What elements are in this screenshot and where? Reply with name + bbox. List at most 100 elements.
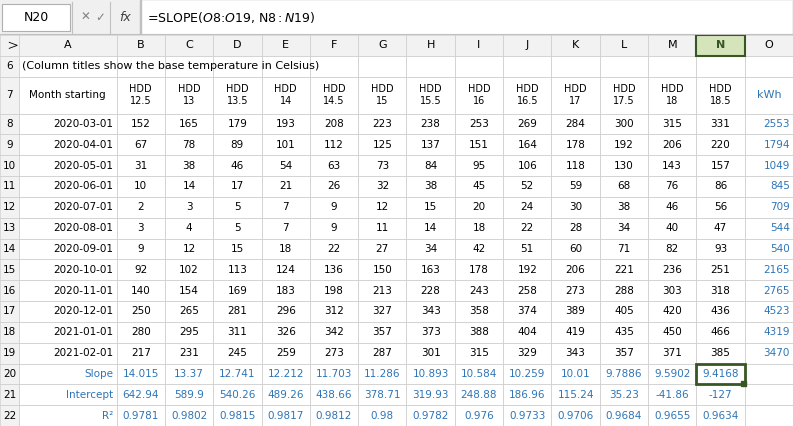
Text: 10: 10 [3,161,16,171]
Bar [696,280,745,301]
Bar [503,135,551,155]
Text: 2020-04-01: 2020-04-01 [54,140,113,150]
Text: 213: 213 [373,285,393,296]
Text: 165: 165 [179,119,199,129]
Bar [0,77,19,114]
Bar [455,405,503,426]
Bar [551,322,600,343]
Text: 84: 84 [424,161,437,171]
Bar [551,218,600,239]
Text: 46: 46 [665,202,679,212]
Text: ✕: ✕ [80,11,90,24]
Text: 169: 169 [228,285,247,296]
Text: 11: 11 [376,223,389,233]
Text: 489.26: 489.26 [267,390,304,400]
Text: C: C [186,40,193,50]
Bar [455,301,503,322]
Bar [696,363,745,384]
Bar [213,77,262,114]
Bar [648,301,696,322]
Text: 0.9815: 0.9815 [219,411,255,420]
Bar [407,322,455,343]
Text: 2020-03-01: 2020-03-01 [54,119,113,129]
Bar [696,301,745,322]
Bar [600,322,648,343]
Text: 300: 300 [614,119,634,129]
Text: 198: 198 [324,285,344,296]
Bar [600,343,648,363]
Text: 2165: 2165 [764,265,790,275]
Bar [648,239,696,259]
Text: H: H [427,40,435,50]
Bar [213,384,262,405]
Text: 186.96: 186.96 [509,390,546,400]
Bar [551,239,600,259]
Text: 404: 404 [517,327,537,337]
Bar [745,343,793,363]
Text: 206: 206 [662,140,682,150]
Text: 1794: 1794 [764,140,790,150]
Bar [213,343,262,363]
Text: 6: 6 [6,61,13,71]
Bar [551,384,600,405]
Text: -41.86: -41.86 [655,390,689,400]
Bar [19,56,117,77]
Text: 9: 9 [331,202,337,212]
Text: 9.5902: 9.5902 [654,369,691,379]
Bar [262,239,310,259]
Bar [117,239,165,259]
Text: 540.26: 540.26 [219,390,255,400]
Bar [455,363,503,384]
Text: 164: 164 [517,140,537,150]
Text: 295: 295 [179,327,199,337]
Bar [310,114,358,135]
Bar [455,155,503,176]
Text: 63: 63 [328,161,341,171]
Bar [503,56,551,77]
Text: O: O [764,40,773,50]
Text: 140: 140 [131,285,151,296]
Text: HDD
18: HDD 18 [661,84,684,106]
Text: 385: 385 [711,348,730,358]
Bar [310,197,358,218]
Bar [745,405,793,426]
Text: 125: 125 [373,140,393,150]
Text: 7: 7 [282,202,289,212]
Text: 179: 179 [228,119,247,129]
Text: 0.9802: 0.9802 [171,411,207,420]
Bar [503,239,551,259]
Text: 438.66: 438.66 [316,390,352,400]
Bar [358,155,407,176]
Bar [213,114,262,135]
Text: 14: 14 [3,244,16,254]
Bar [0,301,19,322]
Bar [0,135,19,155]
Bar [19,197,117,218]
Bar [165,218,213,239]
Text: 10.01: 10.01 [561,369,591,379]
Bar [407,363,455,384]
Bar [0,322,19,343]
Bar [600,405,648,426]
Text: 11.286: 11.286 [364,369,400,379]
Text: 152: 152 [131,119,151,129]
Text: 95: 95 [473,161,485,171]
Text: 0.9684: 0.9684 [606,411,642,420]
Bar [600,35,648,56]
Bar [19,155,117,176]
Bar [648,114,696,135]
Bar [745,176,793,197]
Bar [358,322,407,343]
Bar [165,405,213,426]
Text: ✓: ✓ [95,11,105,24]
Bar [745,259,793,280]
Text: 22: 22 [328,244,341,254]
Text: 12.212: 12.212 [267,369,304,379]
Bar [745,155,793,176]
Bar [213,197,262,218]
Bar [600,77,648,114]
Text: 0.9733: 0.9733 [509,411,546,420]
Bar [551,259,600,280]
Bar [455,322,503,343]
Text: 273: 273 [565,285,585,296]
